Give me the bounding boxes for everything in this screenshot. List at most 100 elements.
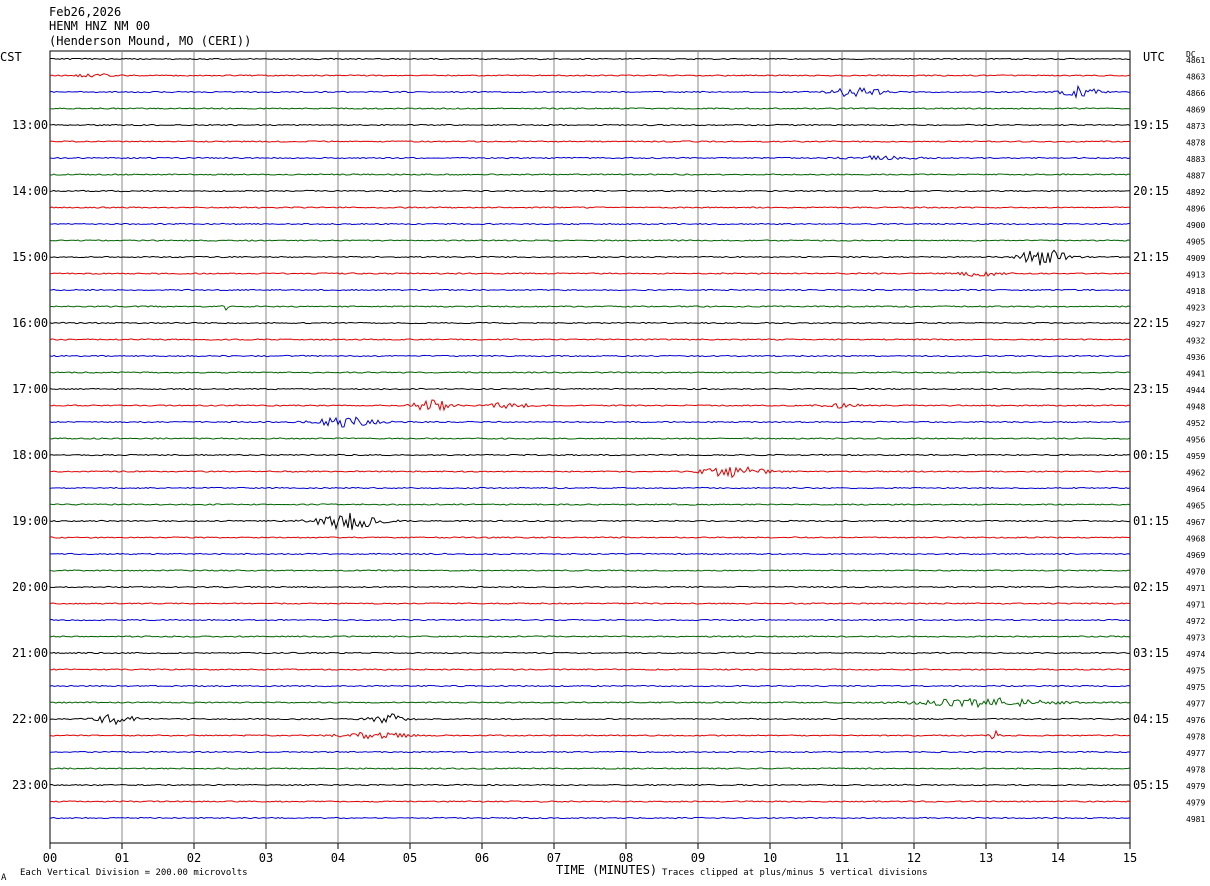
corner-mark: A [1,873,7,883]
trace-row-0 [49,57,1131,61]
dc-value-label: 4962 [1186,469,1205,478]
dc-value-label: 4965 [1186,502,1205,511]
trace-row-11 [49,239,1131,242]
trace-row-3 [49,107,1130,110]
dc-value-label: 4863 [1186,73,1205,82]
trace-row-32 [49,585,1131,589]
trace-row-29 [49,536,1131,539]
grid [49,50,1131,849]
dc-value-label: 4978 [1186,766,1205,775]
trace-row-44 [49,783,1131,787]
dc-value-label: 4981 [1186,815,1205,824]
left-hour-label: 22:00 [12,712,48,726]
trace-row-41 [49,729,1131,740]
trace-row-24 [49,453,1131,457]
right-hour-label: 21:15 [1133,250,1169,264]
trace-row-6 [49,155,1131,161]
dc-value-label: 4971 [1186,601,1205,610]
dc-value-label: 4969 [1186,551,1205,560]
dc-value-label: 4941 [1186,370,1205,379]
trace-row-13 [49,270,1131,277]
dc-value-label: 4927 [1186,320,1205,329]
trace-row-22 [49,416,1131,428]
right-hour-label: 04:15 [1133,712,1169,726]
left-hour-label: 14:00 [12,184,48,198]
left-hour-label: 13:00 [12,118,48,132]
dc-value-label: 4878 [1186,139,1205,148]
trace-row-7 [49,173,1131,176]
trace-row-31 [49,569,1131,572]
dc-value-label: 4970 [1186,568,1205,577]
trace-row-10 [49,222,1131,226]
x-tick-label: 07 [547,851,561,865]
plot-frame [49,50,1131,844]
dc-label: DC [1186,50,1196,59]
left-hour-label: 19:00 [12,514,48,528]
trace-row-21 [49,399,1131,412]
left-hour-label: 21:00 [12,646,48,660]
left-hour-label: 18:00 [12,448,48,462]
trace-row-34 [49,618,1131,622]
dc-value-label: 4971 [1186,584,1205,593]
dc-value-label: 4975 [1186,667,1205,676]
dc-value-label: 4892 [1186,188,1205,197]
dc-value-label: 4979 [1186,799,1205,808]
x-tick-label: 12 [907,851,921,865]
dc-value-label: 4977 [1186,749,1205,758]
header-location: (Henderson Mound, MO (CERI)) [49,34,251,48]
trace-row-26 [49,486,1131,490]
left-hour-label: 20:00 [12,580,48,594]
dc-value-label: 4936 [1186,353,1205,362]
header-station: HENM HNZ NM 00 [49,19,150,33]
trace-row-8 [49,189,1131,193]
left-hour-label: 23:00 [12,778,48,792]
trace-row-35 [49,635,1131,638]
right-hour-label: 19:15 [1133,118,1169,132]
x-axis-label: TIME (MINUTES) [556,863,657,877]
dc-value-label: 4975 [1186,683,1205,692]
trace-row-40 [49,713,1131,726]
trace-row-45 [49,800,1131,803]
right-hour-label: 05:15 [1133,778,1169,792]
trace-row-30 [49,552,1131,556]
x-tick-label: 11 [835,851,849,865]
x-tick-label: 06 [475,851,489,865]
trace-row-1 [49,73,1131,78]
x-tick-label: 02 [187,851,201,865]
left-timezone-label: CST [0,50,22,64]
trace-row-38 [49,684,1131,688]
x-tick-label: 10 [763,851,777,865]
header-date: Feb26,2026 [49,5,121,19]
trace-row-42 [49,750,1131,754]
dc-value-label: 4967 [1186,518,1205,527]
right-hour-label: 23:15 [1133,382,1169,396]
trace-row-12 [49,249,1131,266]
right-hour-label: 03:15 [1133,646,1169,660]
trace-row-18 [49,354,1131,358]
x-tick-label: 01 [115,851,129,865]
dc-value-label: 4952 [1186,419,1205,428]
x-tick-label: 00 [43,851,57,865]
dc-value-label: 4932 [1186,337,1205,346]
left-hour-label: 17:00 [12,382,48,396]
dc-value-label: 4873 [1186,122,1205,131]
trace-row-43 [49,767,1131,770]
dc-value-label: 4948 [1186,403,1205,412]
trace-row-19 [49,371,1131,374]
x-tick-label: 14 [1051,851,1065,865]
trace-row-46 [49,816,1131,820]
dc-value-label: 4866 [1186,89,1205,98]
trace-row-27 [49,503,1131,506]
dc-value-label: 4896 [1186,205,1205,214]
trace-row-5 [49,140,1131,143]
trace-row-15 [49,305,1131,311]
x-tick-label: 09 [691,851,705,865]
dc-value-label: 4944 [1186,386,1205,395]
trace-row-37 [49,668,1131,671]
trace-row-9 [49,206,1131,209]
trace-row-4 [49,123,1131,127]
x-tick-label: 04 [331,851,345,865]
right-hour-label: 01:15 [1133,514,1169,528]
dc-value-label: 4968 [1186,535,1205,544]
left-hour-label: 15:00 [12,250,48,264]
